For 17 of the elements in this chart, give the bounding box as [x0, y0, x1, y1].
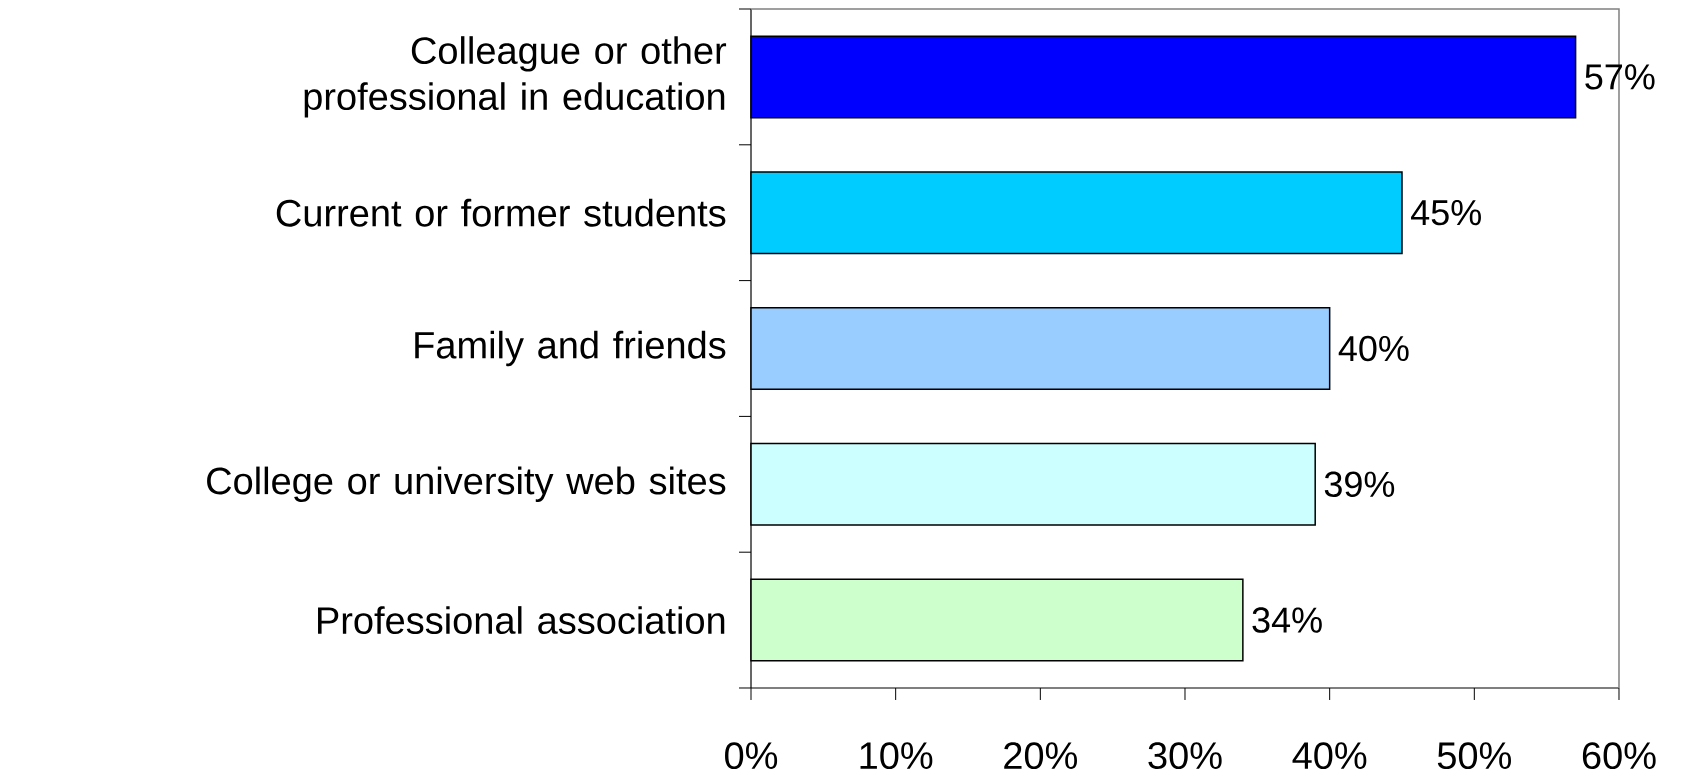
x-tick-label: 30% — [1148, 742, 1222, 770]
x-tick-label: 60% — [1582, 742, 1656, 770]
y-tick-label: Family and friends — [415, 330, 726, 367]
y-tick-label: Colleague or other professional in education — [304, 36, 727, 118]
y-tick-label: Current or former students — [276, 198, 726, 227]
x-tick-label: 50% — [1437, 742, 1511, 770]
data-label: 57% — [1585, 64, 1655, 90]
data-label: 45% — [1411, 200, 1481, 226]
data-label: 40% — [1338, 335, 1409, 362]
x-tick-label: 20% — [1004, 742, 1077, 770]
y-tick-label: College or university web sites — [207, 466, 726, 503]
x-tick-label: 0% — [725, 742, 778, 770]
data-label: 39% — [1324, 471, 1395, 498]
x-tick-label: 10% — [860, 742, 933, 770]
data-label: 34% — [1252, 607, 1322, 633]
x-tick-label: 40% — [1292, 742, 1367, 770]
y-tick-label: Professional association — [318, 606, 725, 635]
